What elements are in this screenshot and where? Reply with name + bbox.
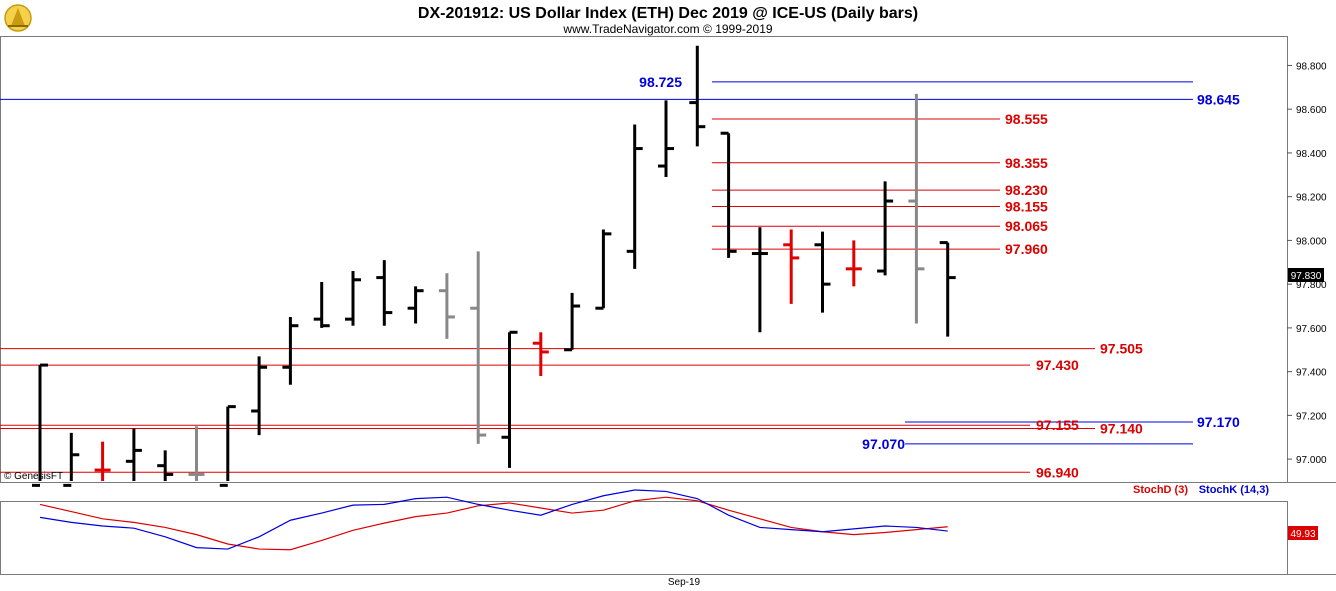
level-label: 98.065: [1005, 218, 1048, 234]
y-tick-label: 98.200: [1296, 193, 1327, 204]
level-label: 97.070: [862, 436, 905, 452]
level-label: 98.355: [1005, 155, 1048, 171]
level-label: 97.430: [1036, 357, 1079, 373]
y-tick-label: 98.000: [1296, 236, 1327, 247]
y-tick-label: 98.800: [1296, 61, 1327, 72]
y-tick-label: 98.600: [1296, 105, 1327, 116]
stochastic-value-marker: [1288, 526, 1318, 540]
y-tick-label: 97.400: [1296, 368, 1327, 379]
copyright-label: © GenesisFT: [4, 471, 63, 482]
chart-subtitle: www.TradeNavigator.com © 1999-2019: [562, 22, 772, 36]
legend-stochk: StochK (14,3): [1199, 484, 1270, 496]
level-label: 97.170: [1197, 414, 1240, 430]
level-label: 97.960: [1005, 241, 1048, 257]
stochastic-value-label: 49.93: [1290, 529, 1315, 540]
last-price-marker: [1288, 268, 1324, 282]
x-axis-label: Sep-19: [668, 577, 701, 588]
y-tick-label: 97.600: [1296, 324, 1327, 335]
y-tick-label: 97.200: [1296, 411, 1327, 422]
stochastic-lines: [39, 489, 948, 551]
chart-title: DX-201912: US Dollar Index (ETH) Dec 201…: [418, 5, 918, 22]
level-label: 98.645: [1197, 91, 1240, 107]
level-label: 98.155: [1005, 199, 1048, 215]
y-tick-label: 98.400: [1296, 149, 1327, 160]
price-panel: [0, 36, 1288, 483]
last-price-label: 97.830: [1291, 271, 1322, 282]
trade-navigator-logo-icon: [4, 4, 32, 32]
price-axis: 97.000 97.200 97.400 97.600 97.800 98.000 98.2…: [1287, 61, 1327, 466]
stochastic-series-line: [39, 496, 948, 551]
stochastic-panel: [0, 501, 1288, 575]
level-label: 97.505: [1100, 341, 1143, 357]
level-label: 98.555: [1005, 111, 1048, 127]
stochastic-series-line: [39, 489, 948, 550]
level-label: 97.140: [1100, 421, 1143, 437]
level-label: 98.725: [639, 74, 682, 90]
level-label: 97.155: [1036, 417, 1079, 433]
y-tick-label: 97.000: [1296, 455, 1327, 466]
y-tick-label: 97.800: [1296, 280, 1327, 291]
legend-stochd: StochD (3): [1133, 484, 1188, 496]
level-label: 98.230: [1005, 182, 1048, 198]
level-label: 96.940: [1036, 464, 1079, 480]
price-bars: [32, 45, 956, 487]
